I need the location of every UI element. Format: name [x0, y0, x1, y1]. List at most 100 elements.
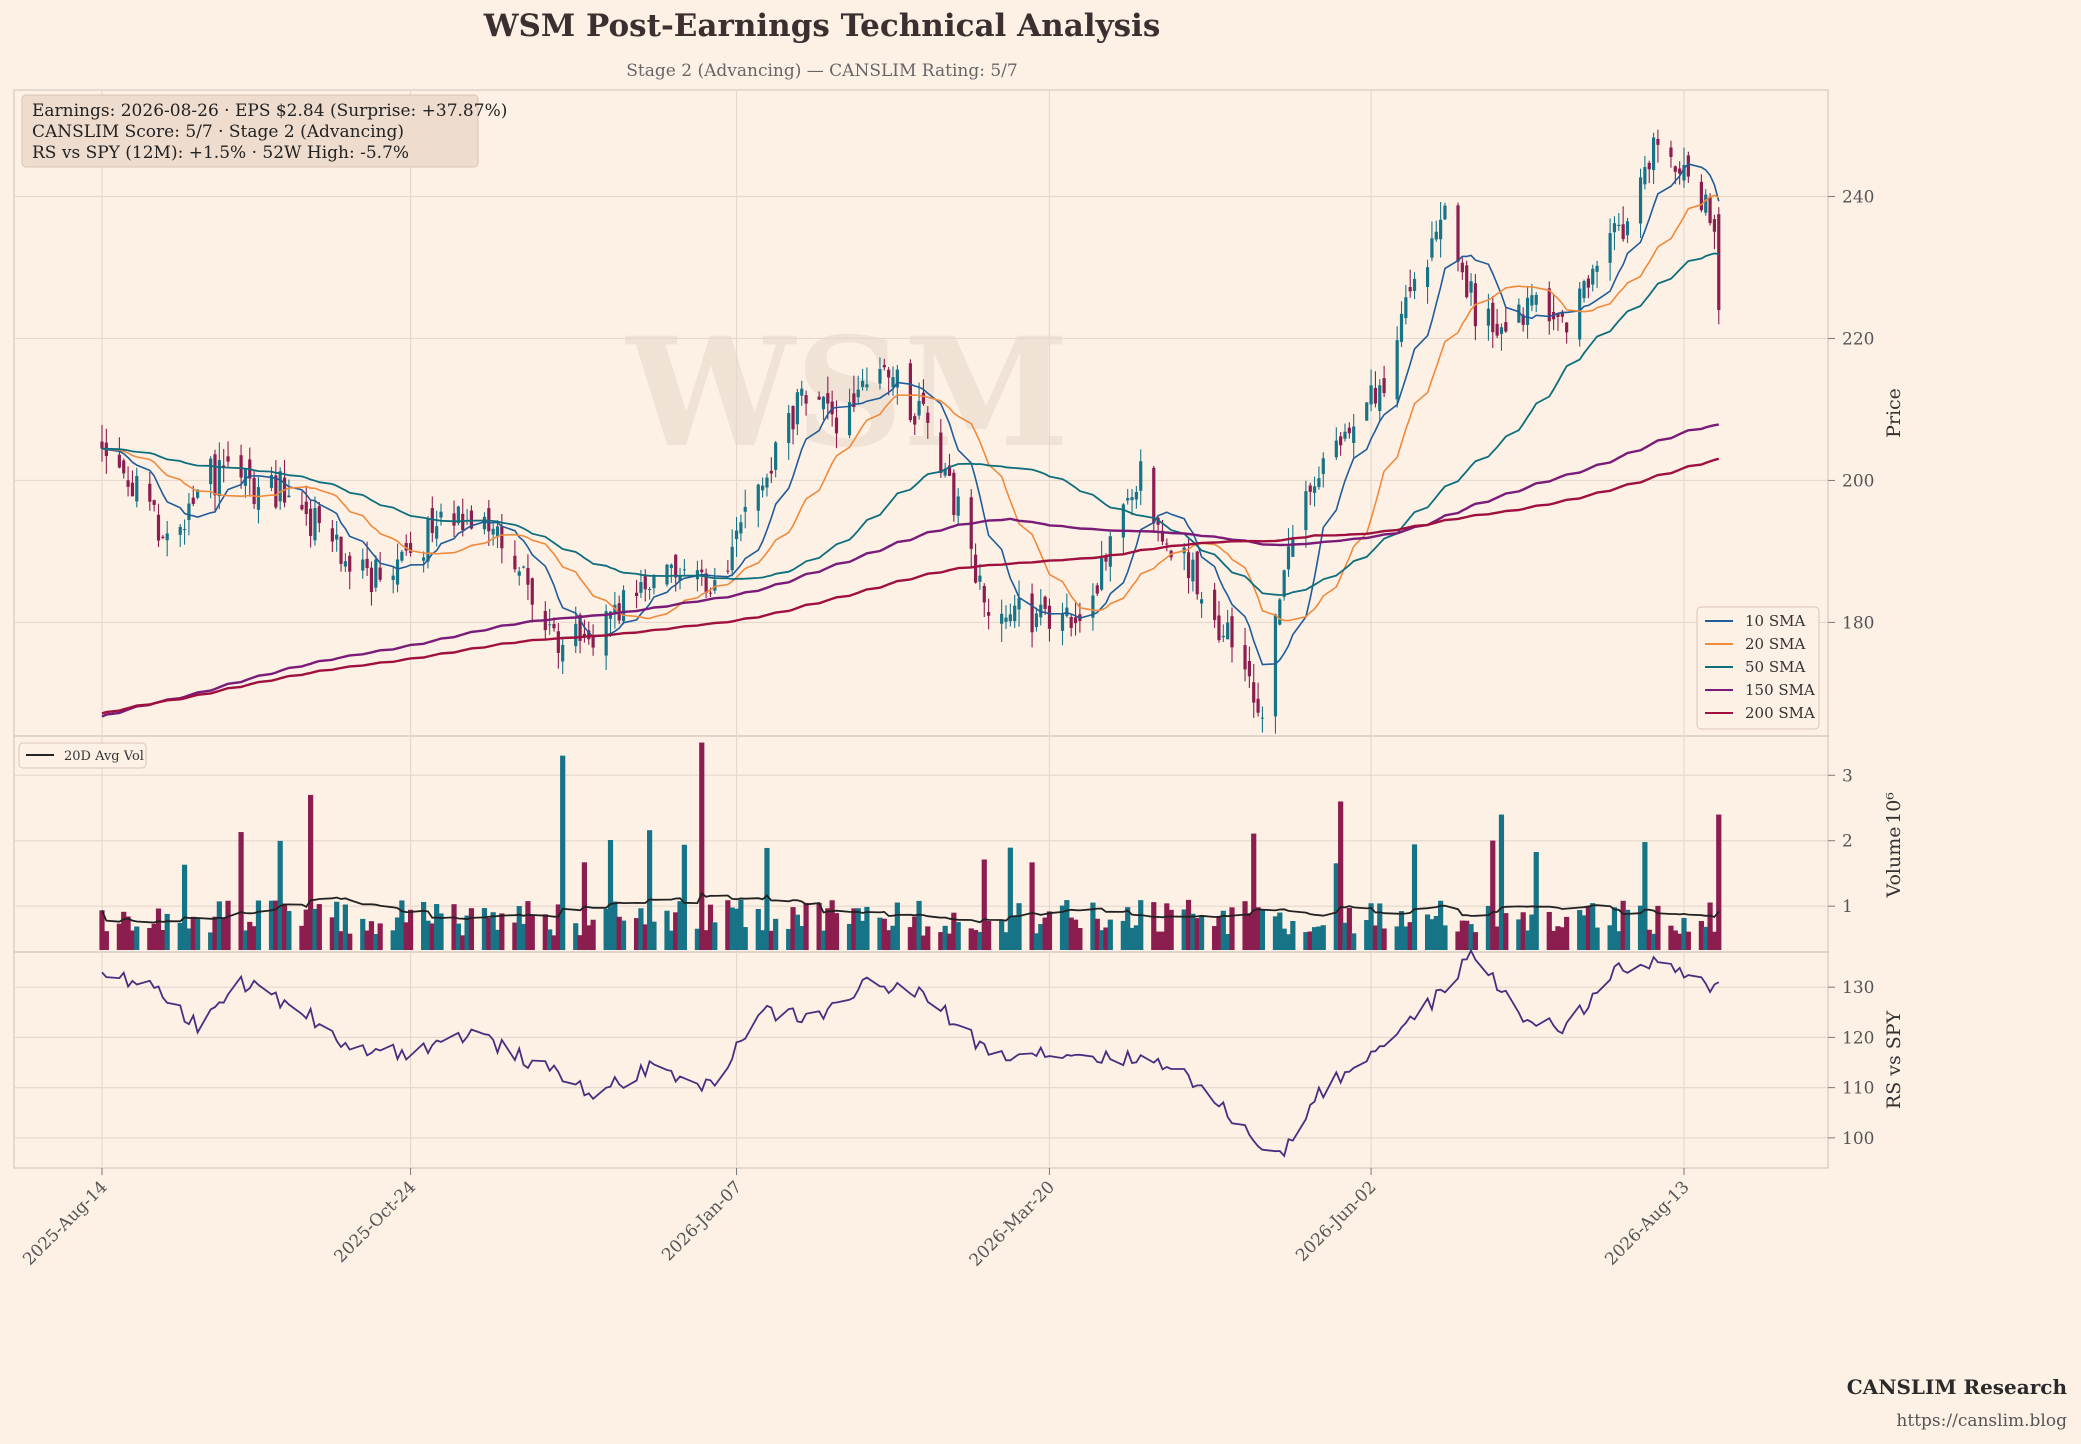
volume-bar [195, 918, 201, 950]
volume-tick-label: 2 [1842, 832, 1853, 852]
candle-body [469, 510, 474, 529]
volume-bar [1394, 926, 1400, 950]
candle-body [1365, 402, 1369, 421]
volume-bar [208, 932, 214, 950]
volume-bar [151, 923, 157, 950]
candle-body [882, 364, 886, 368]
volume-bar [377, 923, 383, 950]
volume-bar [1555, 926, 1561, 950]
volume-bar [438, 913, 444, 950]
volume-bar [316, 904, 322, 950]
volume-bar [877, 917, 883, 950]
candle-body [317, 506, 321, 524]
volume-bar [859, 920, 866, 950]
volume-bar [407, 909, 414, 950]
candle-body [339, 536, 343, 564]
candle-body [1347, 427, 1351, 434]
volume-bar [820, 930, 827, 950]
volume-bar [1716, 814, 1722, 950]
candle-body [587, 630, 591, 640]
volume-bar [99, 910, 105, 950]
volume-bar [1516, 919, 1522, 950]
candle-body [217, 460, 221, 497]
volume-bar [1185, 899, 1192, 950]
volume-bar [216, 901, 222, 950]
volume-bar [464, 915, 470, 950]
volume-bar [1372, 925, 1379, 950]
candle-body [1108, 536, 1112, 567]
candle-body [1247, 661, 1251, 677]
candle-body [1382, 378, 1386, 394]
candle-body [700, 569, 704, 573]
volume-bar [1225, 934, 1231, 950]
volume-bar [1711, 931, 1718, 950]
volume-bar [1212, 926, 1218, 950]
candle-body [222, 465, 226, 467]
avg-volume-line [101, 891, 1720, 924]
volume-bar [1164, 903, 1170, 950]
volume-bar [1403, 926, 1409, 950]
x-tick-label: 2025-Oct-24 [331, 1177, 421, 1267]
candle-body [1704, 194, 1708, 213]
volume-bar [164, 913, 170, 950]
candle-body [1430, 238, 1434, 258]
candle-body [674, 554, 678, 578]
candle-body [1395, 340, 1399, 400]
candle-body [1625, 221, 1630, 236]
candle-body [639, 582, 643, 593]
candle-body [300, 504, 304, 510]
volume-bar [1229, 907, 1235, 950]
volume-bar [1646, 929, 1652, 950]
rs-line [101, 948, 1720, 1158]
volume-bar [799, 926, 805, 950]
volume-bar [242, 930, 249, 950]
volume-bar [1107, 919, 1113, 950]
candle-body [287, 495, 291, 498]
volume-bar [1246, 913, 1252, 950]
candle-body [1404, 297, 1408, 319]
annotation-box [21, 94, 479, 168]
volume-bar [1159, 931, 1166, 950]
rs-tick-label: 130 [1842, 978, 1874, 998]
price-tick-label: 180 [1842, 613, 1874, 633]
candle-body [1499, 327, 1504, 334]
volume-bar [1099, 930, 1105, 950]
volume-bar [1624, 909, 1631, 950]
candle-body [374, 559, 378, 588]
volume-bar [1703, 926, 1709, 950]
volume-bar [886, 930, 892, 950]
volume-bar [181, 864, 188, 950]
volume-bar [1529, 914, 1535, 950]
volume-bar [986, 920, 992, 950]
volume-bar [1381, 928, 1387, 950]
volume-bar [160, 929, 166, 950]
rs-tick-label: 120 [1842, 1028, 1874, 1048]
volume-bar [1194, 918, 1200, 950]
candle-body [578, 614, 582, 641]
candle-body [552, 623, 556, 629]
volume-bar [338, 931, 344, 950]
volume-bar [486, 917, 492, 950]
candle-body [1556, 313, 1560, 318]
volume-bar [434, 904, 440, 950]
volume-bar [1472, 932, 1478, 950]
candle-body [887, 369, 891, 378]
volume-bar [786, 928, 792, 950]
volume-bar [125, 916, 131, 950]
candle-body [1104, 556, 1108, 562]
volume-bar [1068, 917, 1074, 950]
chart-subtitle: Stage 2 (Advancing) — CANSLIM Rating: 5/… [626, 61, 1017, 81]
candle-body [1399, 313, 1404, 342]
candle-body [1408, 287, 1412, 292]
volume-bar [1611, 907, 1618, 950]
volume-bar [368, 921, 375, 950]
volume-bar [555, 904, 561, 950]
volume-bar [651, 921, 657, 950]
candle-body [1656, 138, 1660, 145]
candle-body [834, 417, 839, 434]
candle-body [122, 460, 126, 474]
volume-bar [616, 916, 622, 950]
candle-body [1434, 231, 1438, 240]
candle-body [926, 412, 930, 423]
volume-bar [1681, 917, 1687, 950]
